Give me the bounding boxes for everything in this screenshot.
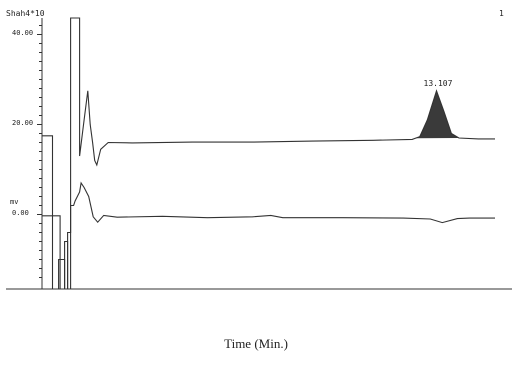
corner-label: 1 (499, 9, 504, 18)
upper-trace (42, 17, 495, 290)
y-tick-label: 0.00 (12, 208, 29, 217)
peak-label: 13.107 (423, 79, 453, 88)
lower-trace (42, 181, 495, 290)
y-tick-label: 20.00 (12, 118, 34, 127)
y-tick-label: 40.00 (12, 28, 34, 37)
y-axis-ticks (37, 25, 42, 278)
y-unit-label: mv (10, 198, 19, 206)
shaded-peak (415, 90, 459, 139)
chart-title: Shah4*10 (6, 9, 45, 18)
x-axis-label: Time (Min.) (224, 336, 288, 351)
